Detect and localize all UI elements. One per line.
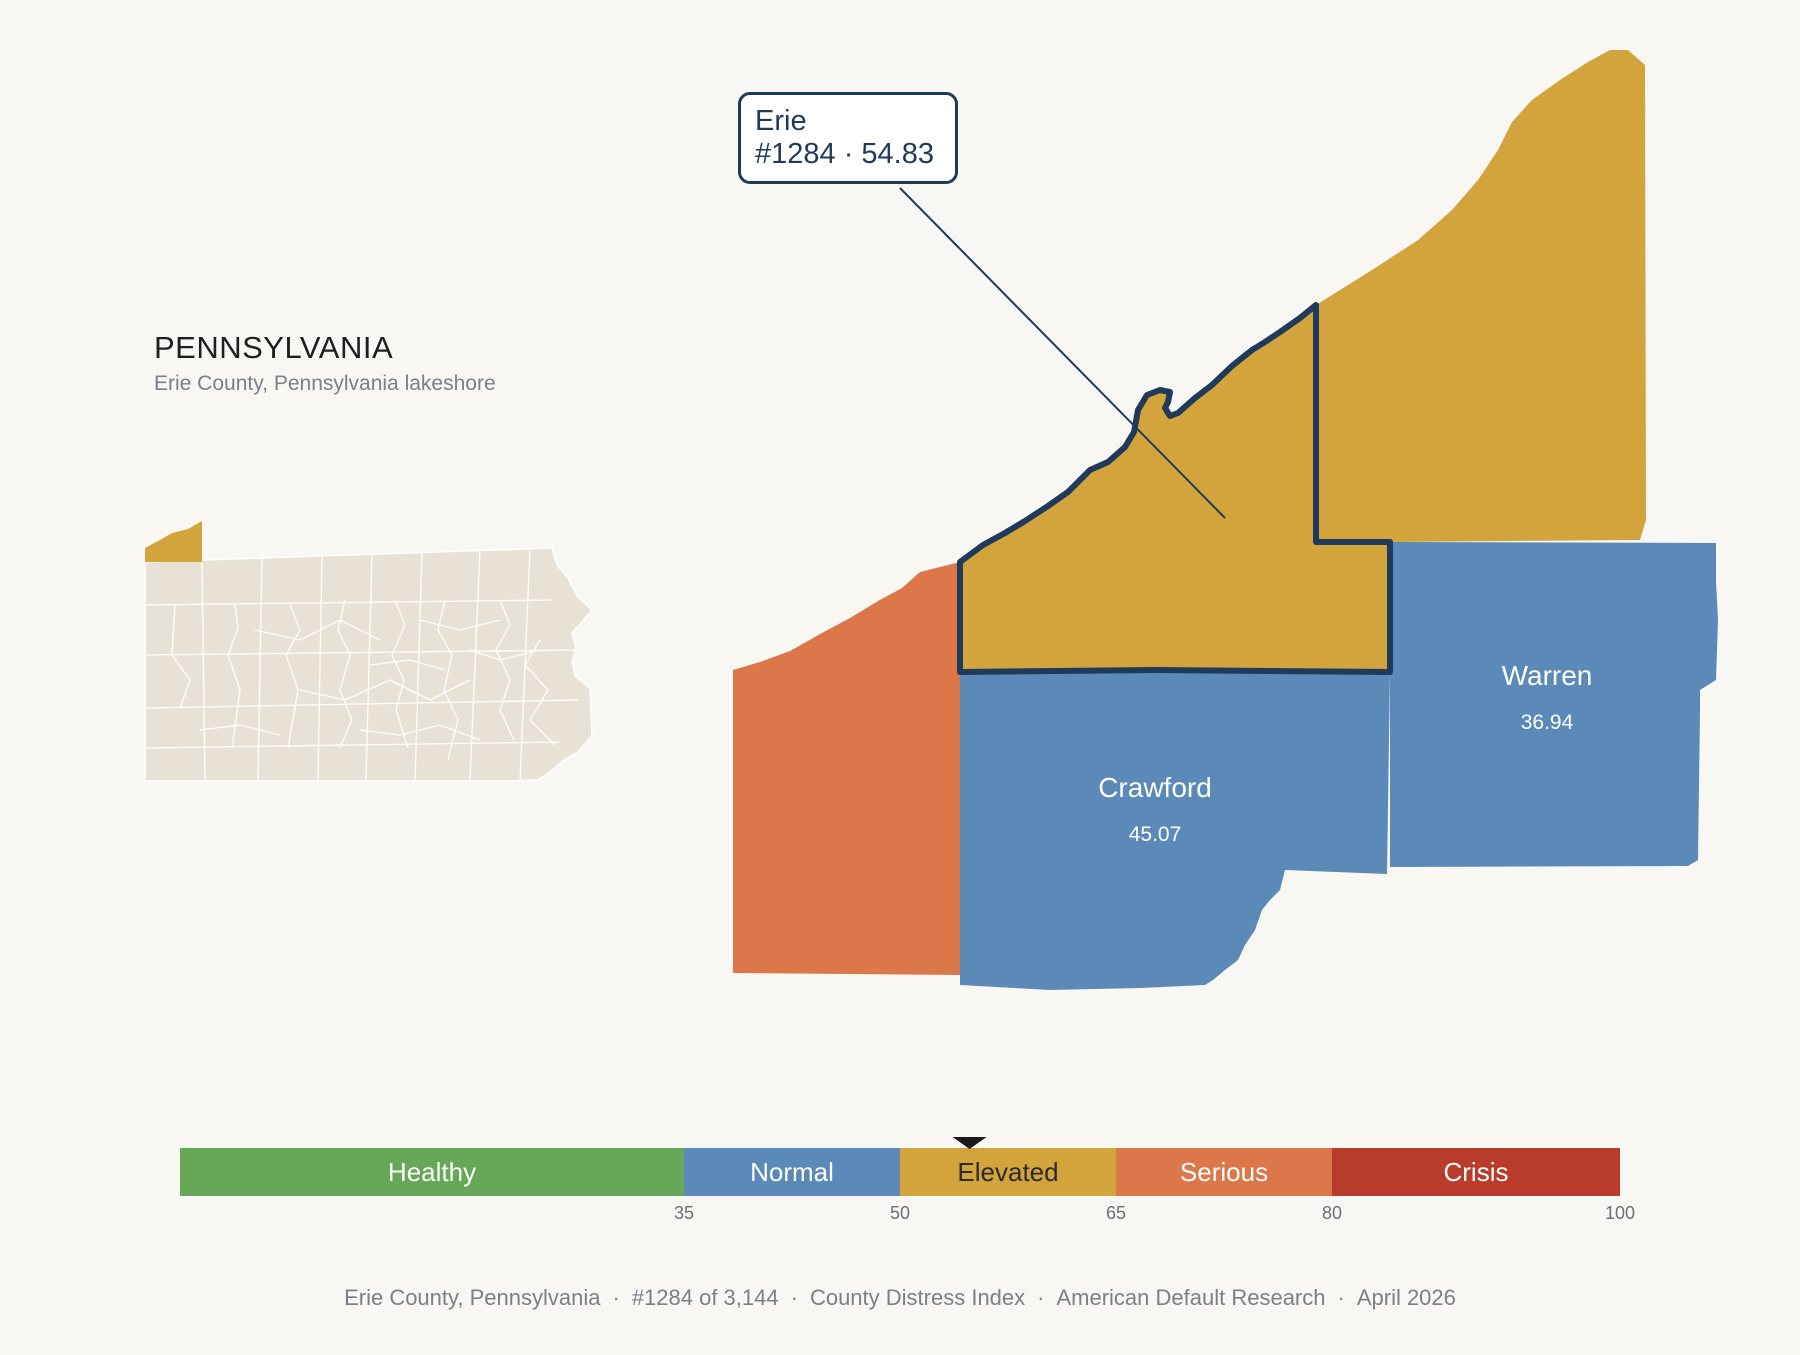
county-score-warren: 36.94	[1521, 711, 1574, 734]
county-crawford	[960, 672, 1390, 990]
scale-band-crisis	[1332, 1148, 1620, 1196]
footer-rank: #1284 of 3,144	[631, 1285, 779, 1310]
erie-locator	[145, 521, 202, 562]
scale-tick-80: 80	[1322, 1203, 1342, 1223]
footer: Erie County, Pennsylvania · #1284 of 3,144…	[0, 1285, 1800, 1311]
scale-label-serious: Serious	[1180, 1157, 1268, 1187]
scale-tick-50: 50	[890, 1203, 910, 1223]
callout-county-name: Erie	[755, 105, 807, 137]
scale-label-normal: Normal	[750, 1157, 834, 1187]
scale-band-elevated	[900, 1148, 1116, 1196]
county-erie-highlighted[interactable]	[957, 302, 1393, 675]
footer-separator: ·	[1037, 1285, 1045, 1310]
footer-county: Erie County, Pennsylvania	[344, 1285, 601, 1310]
county-ohio-west	[733, 562, 960, 975]
state-title: PENNSYLVANIA	[154, 330, 394, 365]
footer-index-name: County Distress Index	[809, 1285, 1026, 1310]
state-county-lines	[144, 547, 581, 782]
county-score-crawford: 45.07	[1129, 823, 1182, 846]
county-label-warren: Warren	[1502, 660, 1593, 691]
scale-marker	[952, 1137, 987, 1149]
distress-scale: Healthy Normal Elevated Serious Crisis 35 50 65…	[180, 1137, 1635, 1223]
scale-label-crisis: Crisis	[1444, 1157, 1509, 1187]
footer-separator: ·	[1337, 1285, 1345, 1310]
county-label-crawford: Crawford	[1098, 772, 1212, 803]
footer-separator: ·	[790, 1285, 798, 1310]
county-callout: Erie #1284 · 54.83	[738, 92, 958, 184]
scale-label-healthy: Healthy	[388, 1157, 476, 1187]
scale-band-healthy	[180, 1148, 684, 1196]
footer-date: April 2026	[1356, 1285, 1456, 1310]
county-warren	[1390, 542, 1718, 867]
county-erie-east	[1316, 50, 1646, 542]
footer-source: American Default Research	[1056, 1285, 1326, 1310]
scale-band-serious	[1116, 1148, 1332, 1196]
scale-tick-35: 35	[674, 1203, 694, 1223]
scale-label-elevated: Elevated	[957, 1157, 1058, 1187]
callout-leader-line	[899, 187, 1226, 519]
callout-rank-score: #1284 · 54.83	[755, 138, 934, 170]
scale-tick-100: 100	[1605, 1203, 1635, 1223]
scale-band-normal	[684, 1148, 900, 1196]
scale-tick-65: 65	[1106, 1203, 1126, 1223]
state-subtitle: Erie County, Pennsylvania lakeshore	[154, 372, 496, 395]
state-locator-map	[144, 521, 594, 782]
footer-separator: ·	[612, 1285, 620, 1310]
